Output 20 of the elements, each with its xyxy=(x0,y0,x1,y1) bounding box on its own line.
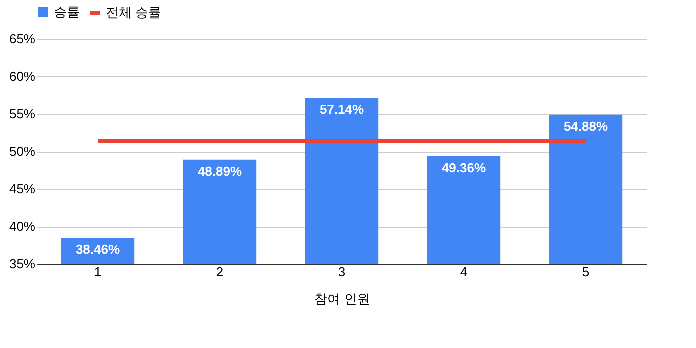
y-tick-label: 50% xyxy=(9,144,36,159)
y-tick-label: 65% xyxy=(9,32,36,46)
y-tick-label: 45% xyxy=(9,182,36,196)
data-label: 49.36% xyxy=(442,160,486,176)
x-tick-label: 1 xyxy=(94,264,102,280)
data-label: 57.14% xyxy=(320,102,364,117)
y-tick-label: 35% xyxy=(9,256,36,272)
legend-label: 전체 승률 xyxy=(106,5,162,20)
legend-label: 승률 xyxy=(54,4,80,20)
y-tick-label: 55% xyxy=(9,106,36,122)
x-tick-label: 2 xyxy=(216,264,224,280)
x-tick-label: 4 xyxy=(460,264,468,280)
y-tick-label: 40% xyxy=(9,219,36,234)
data-label: 54.88% xyxy=(564,118,608,134)
x-tick-label: 3 xyxy=(338,264,346,280)
data-label: 48.89% xyxy=(198,164,242,179)
data-label: 38.46% xyxy=(76,242,120,258)
y-tick-label: 60% xyxy=(9,69,36,84)
x-axis-title: 참여 인원 xyxy=(314,292,370,306)
x-tick-label: 5 xyxy=(582,264,590,280)
